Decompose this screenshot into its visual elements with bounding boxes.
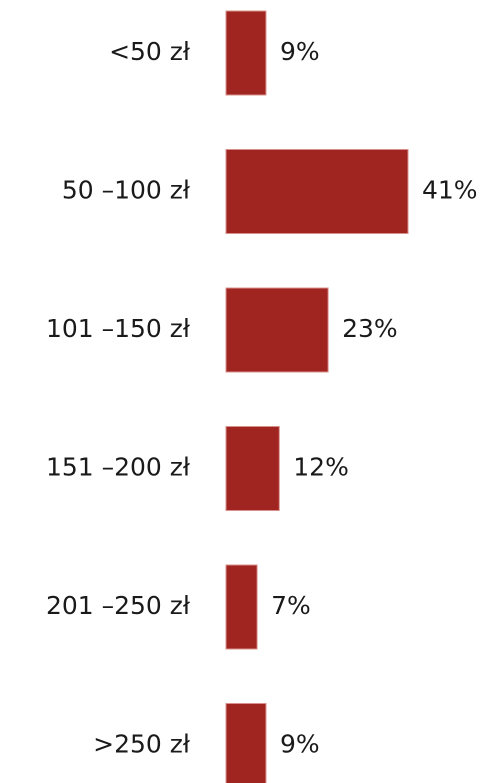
bar [225, 287, 329, 373]
category-label: 101 –150 zł [46, 314, 191, 343]
category-label: 50 –100 zł [62, 176, 191, 205]
bar [225, 426, 280, 511]
value-label: 12% [293, 453, 349, 482]
value-label: 23% [342, 314, 398, 343]
category-label: <50 zł [109, 37, 191, 66]
category-label: 201 –250 zł [46, 591, 191, 620]
bar [225, 564, 258, 650]
value-label: 7% [271, 591, 311, 620]
bar [225, 149, 409, 234]
category-label: >250 zł [93, 730, 191, 759]
value-label: 41% [422, 176, 478, 205]
category-label: 151 –200 zł [46, 453, 191, 482]
bar [225, 703, 267, 783]
value-label: 9% [280, 730, 320, 759]
value-label: 9% [280, 37, 320, 66]
bar [225, 10, 267, 96]
